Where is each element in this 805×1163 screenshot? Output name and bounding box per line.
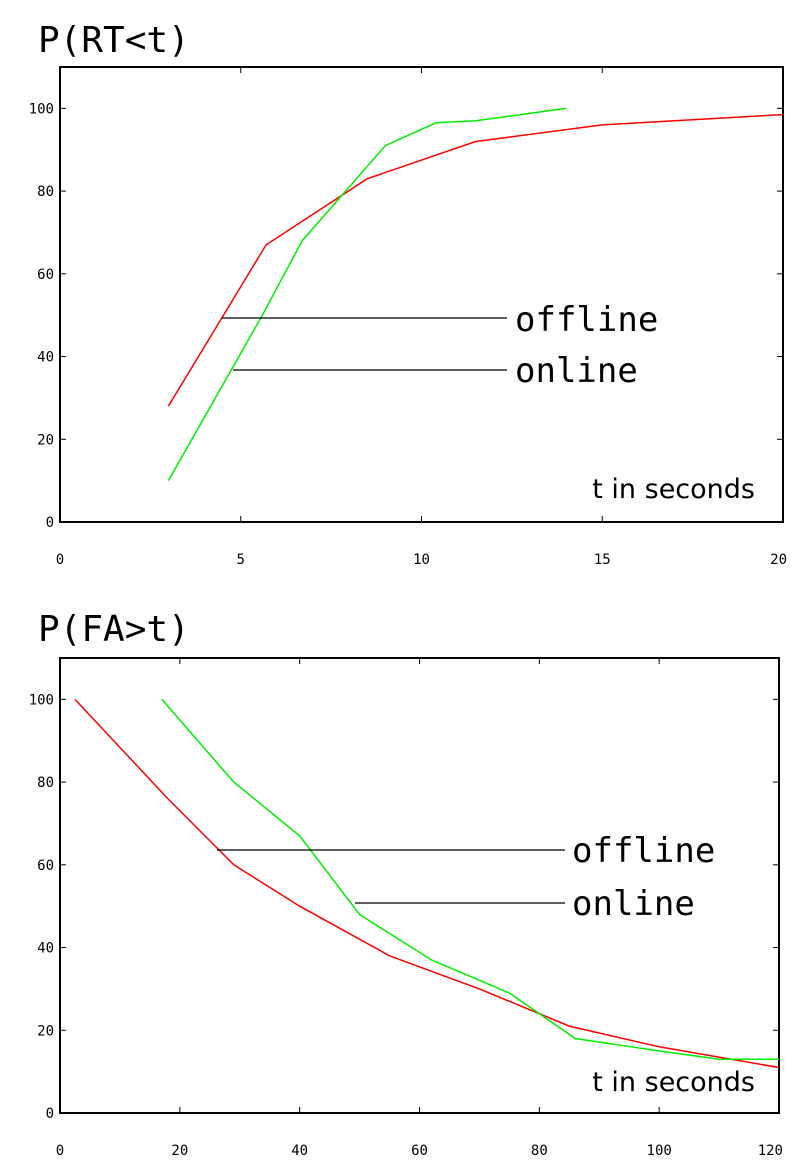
- y-tick-label: 60: [37, 858, 54, 874]
- x-tick-label: 10: [413, 552, 430, 568]
- y-tick-label: 100: [29, 101, 54, 117]
- y-tick-label: 20: [37, 432, 54, 448]
- y-tick-label: 0: [46, 515, 54, 531]
- y-tick-label: 0: [46, 1106, 54, 1122]
- legend-label-offline: offline: [515, 300, 658, 340]
- series-line-offline: [74, 698, 780, 1069]
- x-tick-label: 40: [291, 1143, 308, 1159]
- series-line-online: [167, 107, 567, 481]
- x-tick-label: 0: [56, 552, 64, 568]
- x-tick-label: 80: [531, 1143, 548, 1159]
- y-tick-label: 20: [37, 1023, 54, 1039]
- x-tick-label: 120: [758, 1143, 783, 1159]
- legend-label-offline: offline: [572, 831, 715, 871]
- legend-label-online: online: [572, 884, 695, 924]
- chart-title: P(FA>t): [38, 609, 190, 650]
- legend-label-online: online: [515, 351, 638, 391]
- x-axis-label: t in seconds: [592, 474, 755, 505]
- x-tick-label: 100: [647, 1143, 672, 1159]
- y-tick-label: 40: [37, 941, 54, 957]
- y-tick-label: 40: [37, 350, 54, 366]
- x-tick-label: 15: [594, 552, 611, 568]
- chart-title: P(RT<t): [38, 20, 190, 61]
- series-line-online: [161, 698, 779, 1060]
- y-tick-label: 80: [37, 775, 54, 791]
- series-line-offline: [167, 113, 784, 407]
- x-tick-label: 5: [237, 552, 245, 568]
- x-axis-label: t in seconds: [592, 1067, 755, 1098]
- y-tick-label: 80: [37, 184, 54, 200]
- y-tick-label: 100: [29, 692, 54, 708]
- x-tick-label: 20: [770, 552, 787, 568]
- x-tick-label: 0: [56, 1143, 64, 1159]
- x-tick-label: 20: [171, 1143, 188, 1159]
- x-tick-label: 60: [411, 1143, 428, 1159]
- plot-frame: [59, 66, 784, 523]
- y-tick-label: 60: [37, 267, 54, 283]
- chart-fa: P(FA>t) 0 20 40 60 80 100 120 0 20 40 60 80 100 offlin…: [29, 609, 783, 1159]
- chart-rt: P(RT<t) 0 5 10 15 20 0 20 40 60 80 100 offline online…: [29, 20, 787, 568]
